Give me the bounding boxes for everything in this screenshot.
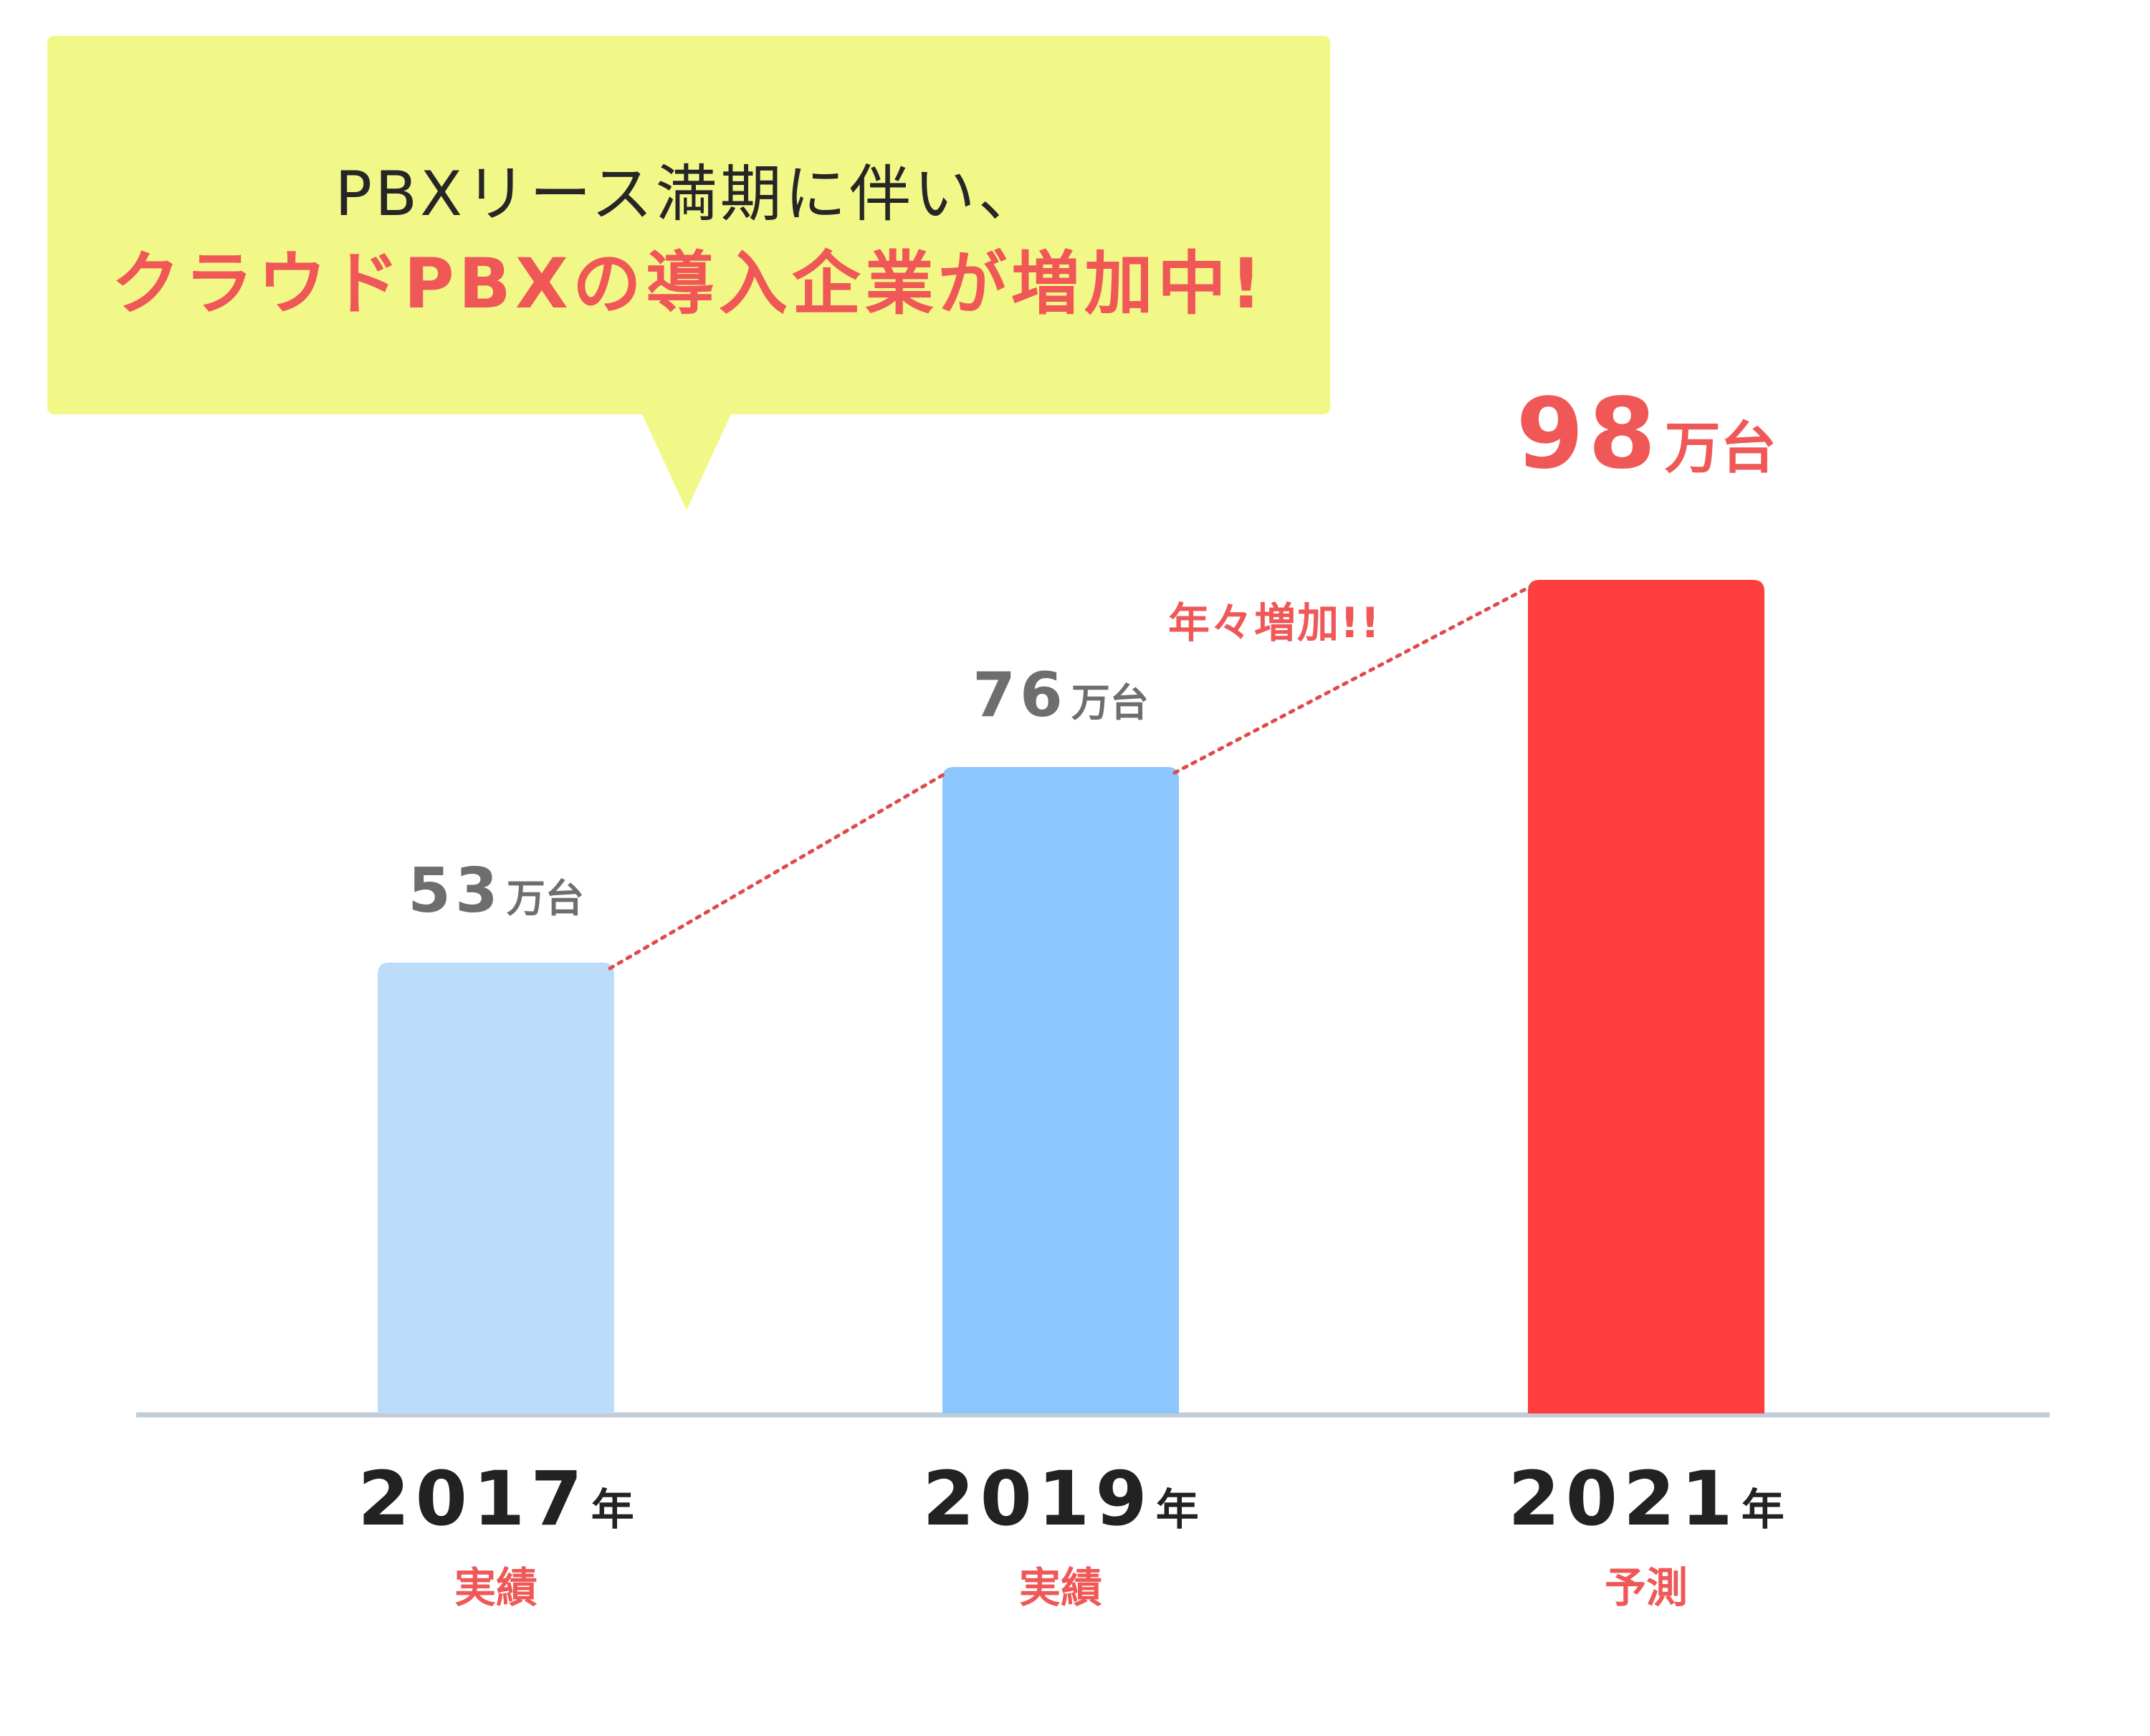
category-year: 2019 — [922, 1455, 1153, 1542]
category-note-2021: 予測 — [1604, 1563, 1688, 1612]
category-year-unit: 年 — [591, 1485, 634, 1535]
speech-bubble-shape — [47, 36, 1330, 510]
value-unit: 万台 — [506, 876, 584, 922]
category-note-2019: 実績 — [1018, 1563, 1102, 1612]
callout-headline: PBXリース満期に伴い、 — [335, 158, 1043, 230]
category-label-2017: 2017年 — [245, 1455, 747, 1542]
value-unit: 万台 — [1071, 680, 1149, 726]
trend-line-segment — [608, 771, 949, 970]
value-label-2017: 53 万台 — [281, 855, 711, 927]
trend-line-segment — [1172, 583, 1534, 775]
speech-bubble-callout: PBXリース満期に伴い、 クラウドPBXの導入企業が増加中! — [0, 0, 2150, 516]
bar-2017 — [378, 963, 614, 1413]
category-year-unit: 年 — [1155, 1485, 1199, 1535]
value-label-2019: 76 万台 — [846, 659, 1276, 731]
bar-2019 — [942, 767, 1179, 1413]
value-number: 98 — [1516, 378, 1661, 491]
category-year-unit: 年 — [1741, 1485, 1784, 1535]
value-number: 76 — [973, 659, 1067, 732]
category-year: 2021 — [1508, 1455, 1739, 1542]
value-number: 53 — [408, 855, 502, 927]
bar-2021 — [1528, 580, 1764, 1413]
value-label-2021: 98万台 — [1431, 378, 1861, 491]
category-year: 2017 — [358, 1455, 588, 1542]
trend-annotation: 年々増加!! — [1168, 598, 1381, 647]
category-label-2021: 2021年 — [1395, 1455, 1897, 1542]
callout-highlight: クラウドPBXの導入企業が増加中! — [111, 244, 1266, 324]
category-label-2019: 2019年 — [810, 1455, 1312, 1542]
value-unit: 万台 — [1664, 416, 1777, 481]
category-note-2017: 実績 — [454, 1563, 538, 1612]
